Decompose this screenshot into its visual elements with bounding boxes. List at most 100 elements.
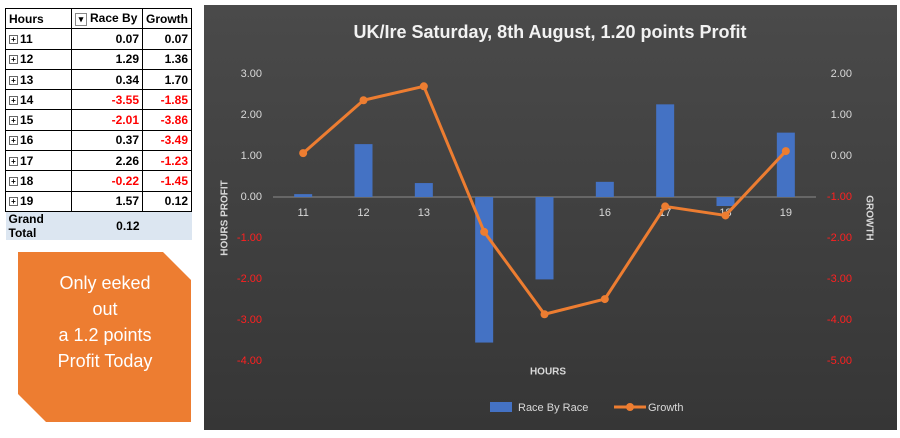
value-cell: 1.70 — [142, 68, 192, 91]
x-tick-label: 11 — [297, 207, 308, 219]
value-cell: -1.85 — [142, 89, 192, 111]
callout: Only eeked out a 1.2 points Profit Today — [18, 252, 191, 422]
y-tick-label: 2.00 — [241, 109, 262, 121]
filter-icon: ▾ — [75, 13, 87, 27]
header-cell: Growth — [142, 7, 192, 30]
y-axis-title: HOURS PROFIT — [220, 180, 231, 256]
x-tick-label: 13 — [418, 207, 430, 219]
bar — [656, 104, 675, 197]
y2-tick-label: -1.00 — [827, 191, 852, 203]
value-cell: -0.22 — [71, 170, 143, 192]
y-tick-label: -2.00 — [237, 273, 262, 285]
x-tick-label: 14 — [478, 207, 490, 219]
bar — [716, 197, 735, 207]
header-text: Race By — [90, 11, 138, 26]
expand-icon: + — [9, 95, 18, 105]
table-row: +18 -0.22 -1.45 — [5, 170, 192, 192]
callout-shape — [18, 252, 191, 422]
row-label: 13 — [20, 72, 34, 87]
table-row: +14 -3.55 -1.85 — [5, 89, 192, 111]
y-tick-label: 0.00 — [241, 191, 262, 203]
table-row: +15 -2.01 -3.86 — [5, 109, 192, 131]
pivot-table: Hours ▾ Race By Growth +11 0.07 0.07 +12 1.29 1.3… — [5, 7, 192, 240]
row-label: 14 — [20, 92, 34, 107]
y2-tick-label: -4.00 — [827, 314, 852, 326]
value-cell: 0.12 — [142, 190, 192, 212]
bar — [776, 132, 795, 197]
bar — [414, 183, 433, 197]
table-row: +11 0.07 0.07 — [5, 28, 192, 50]
row-label: 19 — [20, 194, 34, 209]
line-marker — [480, 227, 489, 236]
expand-icon: + — [9, 116, 18, 126]
row-label-cell: +18 — [5, 170, 72, 192]
y2-tick-label: 2.00 — [831, 68, 852, 80]
row-label-cell: +19 — [5, 190, 72, 212]
bar — [294, 194, 313, 197]
chart-area — [204, 5, 897, 430]
value-cell: -3.49 — [142, 129, 192, 152]
y2-tick-label: -3.00 — [827, 273, 852, 285]
x-tick-label: 18 — [719, 207, 731, 219]
value-cell: 0.34 — [71, 68, 143, 91]
value-cell: 0.07 — [71, 28, 143, 50]
x-tick-label: 12 — [357, 207, 369, 219]
callout-text: Profit Today — [58, 351, 153, 371]
y2-tick-label: -5.00 — [827, 355, 852, 367]
line-marker — [781, 147, 790, 156]
row-label: 15 — [20, 113, 34, 128]
total-label: Grand Total — [5, 211, 72, 240]
header-row: Hours ▾ Race By Growth — [5, 7, 192, 30]
bar — [354, 144, 373, 197]
bar — [535, 197, 554, 280]
y2-axis-title: GROWTH — [863, 195, 874, 241]
row-label: 16 — [20, 133, 34, 148]
y2-tick-label: 1.00 — [831, 109, 852, 121]
x-tick-label: 19 — [780, 207, 792, 219]
callout-text: Only eeked — [59, 273, 150, 293]
value-cell: -1.23 — [142, 150, 192, 172]
line-marker — [299, 149, 308, 158]
expand-icon: + — [9, 136, 18, 146]
value-cell: 1.57 — [71, 190, 143, 212]
line — [302, 84, 787, 316]
y2-tick-label: 0.00 — [831, 150, 852, 162]
expand-icon: + — [9, 197, 18, 207]
value-cell: -2.01 — [71, 109, 143, 131]
total-empty — [142, 211, 192, 240]
x-tick-label: 15 — [538, 207, 550, 219]
value-cell: -1.45 — [142, 170, 192, 192]
y-tick-label: -4.00 — [237, 355, 262, 367]
y-tick-label: -3.00 — [237, 314, 262, 326]
row-label-cell: +13 — [5, 68, 72, 91]
row-label: 17 — [20, 153, 34, 168]
value-cell: 1.36 — [142, 48, 192, 70]
header-cell: ▾ Race By — [71, 7, 143, 30]
row-label-cell: +14 — [5, 89, 72, 111]
legend-label: Growth — [648, 402, 683, 414]
expand-icon: + — [9, 156, 18, 166]
y-tick-label: 1.00 — [241, 150, 262, 162]
table-row: +13 0.34 1.70 — [5, 68, 192, 91]
y-tick-label: -1.00 — [237, 232, 262, 244]
line-marker — [600, 295, 609, 304]
line-marker — [540, 310, 549, 319]
table-row: +17 2.26 -1.23 — [5, 150, 192, 172]
callout-text: out — [92, 299, 117, 319]
table-row: +16 0.37 -3.49 — [5, 129, 192, 152]
callout-text: a 1.2 points — [58, 325, 151, 345]
row-label-cell: +15 — [5, 109, 72, 131]
value-cell: 0.07 — [142, 28, 192, 50]
row-label: 11 — [20, 31, 33, 46]
total-row: Grand Total 0.12 — [5, 211, 192, 240]
row-label-cell: +16 — [5, 129, 72, 152]
expand-icon: + — [9, 177, 18, 187]
row-label-cell: +11 — [5, 28, 72, 50]
value-cell: -3.86 — [142, 109, 192, 131]
table-row: +12 1.29 1.36 — [5, 48, 192, 70]
line-marker — [721, 211, 730, 220]
x-tick-label: 16 — [599, 207, 611, 219]
y-tick-label: 3.00 — [241, 68, 262, 80]
chart-title: UK/Ire Saturday, 8th August, 1.20 points… — [353, 22, 746, 42]
